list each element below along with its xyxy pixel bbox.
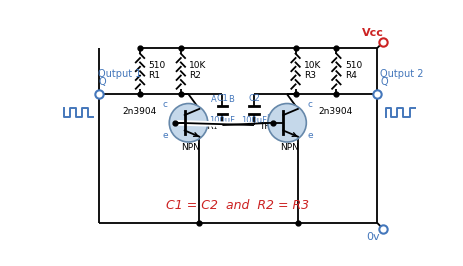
Text: e: e — [307, 131, 313, 140]
Text: Output 1: Output 1 — [97, 69, 141, 79]
Text: 100uF: 100uF — [209, 116, 235, 125]
Text: R1: R1 — [148, 70, 160, 80]
Text: A: A — [210, 95, 216, 104]
Circle shape — [267, 103, 306, 142]
Text: 2n3904: 2n3904 — [122, 107, 156, 115]
Text: Q̅: Q̅ — [380, 77, 387, 87]
Text: B: B — [228, 95, 234, 104]
Text: Q: Q — [98, 77, 106, 87]
Text: Vcc: Vcc — [362, 28, 383, 38]
Text: c: c — [307, 100, 312, 109]
Text: Output 2: Output 2 — [380, 69, 423, 79]
Text: 10K: 10K — [189, 61, 206, 70]
Text: C2: C2 — [248, 94, 259, 103]
Text: C1 = C2  and  R2 = R3: C1 = C2 and R2 = R3 — [166, 200, 309, 213]
Text: c: c — [163, 100, 167, 109]
Text: R4: R4 — [344, 70, 356, 80]
Text: b: b — [265, 114, 271, 123]
Text: R3: R3 — [303, 70, 315, 80]
Text: e: e — [162, 131, 167, 140]
Text: 0v: 0v — [366, 232, 379, 242]
Text: 510: 510 — [148, 61, 165, 70]
Text: 100uF: 100uF — [240, 116, 266, 125]
Text: C1: C1 — [216, 94, 228, 103]
Text: TR₂: TR₂ — [258, 122, 273, 131]
Text: 510: 510 — [344, 61, 361, 70]
Text: NPN: NPN — [181, 143, 200, 152]
Text: 2n3904: 2n3904 — [318, 107, 352, 115]
Text: NPN: NPN — [279, 143, 298, 152]
Text: 10K: 10K — [303, 61, 321, 70]
Text: TR₁: TR₁ — [201, 122, 216, 131]
Circle shape — [169, 103, 207, 142]
Text: b: b — [200, 114, 206, 123]
Text: R2: R2 — [189, 70, 201, 80]
